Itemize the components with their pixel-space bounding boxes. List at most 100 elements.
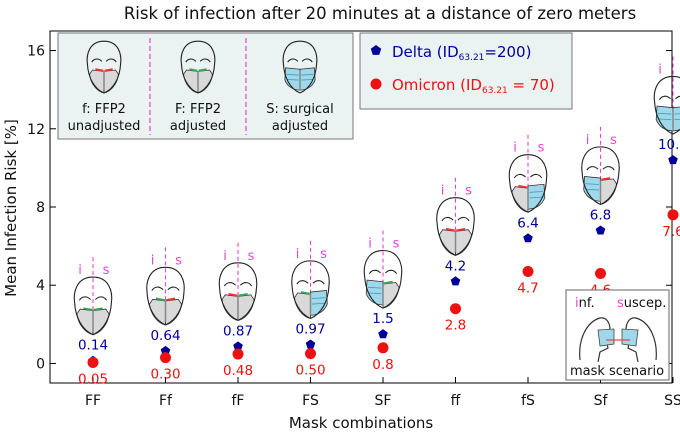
- delta-point-SS: [668, 155, 678, 165]
- face-fF-inf-letter: i: [223, 249, 227, 264]
- scenario-heads-icon: [579, 317, 657, 363]
- mask-legend-S-line1: S: surgical: [266, 102, 333, 117]
- face-fF-suscep-letter: s: [248, 249, 255, 264]
- x-tick-label-7: Sf: [594, 393, 609, 409]
- omicron-value-label-ff: 2.8: [445, 318, 466, 334]
- scenario-suscep-label: suscep.: [617, 296, 666, 311]
- y-axis: 0 4 8 12 16: [27, 44, 672, 372]
- data-marks: [87, 155, 679, 368]
- legend-omicron-label: Omicron (ID63.21 = 70): [392, 76, 555, 96]
- face-FS-inf-letter: i: [296, 247, 300, 262]
- face-fS-suscep-letter: s: [538, 141, 545, 156]
- omicron-point-SS: [667, 209, 679, 221]
- face-fS-icon: [508, 154, 548, 213]
- omicron-point-Ff: [160, 352, 171, 364]
- delta-point-fF: [233, 341, 243, 351]
- face-SS-inf-letter: i: [658, 62, 662, 77]
- delta-value-label-fS: 6.4: [517, 215, 538, 231]
- face-SS-icon: [653, 75, 680, 135]
- omicron-value-label-fS: 4.7: [517, 281, 538, 297]
- chart-title: Risk of infection after 20 minutes at a …: [124, 4, 636, 23]
- omicron-value-label-SF: 0.8: [372, 357, 393, 373]
- face-Ff-suscep-letter: s: [175, 253, 182, 268]
- delta-value-label-SS: 10.4: [658, 137, 680, 153]
- legend-omicron-marker: [370, 78, 382, 90]
- delta-value-label-ff: 4.2: [445, 258, 466, 274]
- x-tick-label-8: SS: [664, 393, 680, 409]
- legend-delta-marker: [370, 45, 382, 55]
- face-SF-suscep-letter: s: [393, 237, 400, 252]
- value-labels: 0.14 0.05 0.64 0.30 0.87 0.48 0.97 0.50 1.5 0.8 4.…: [78, 137, 680, 387]
- face-SF-inf-letter: i: [368, 237, 372, 252]
- x-tick-label-3: FS: [302, 393, 319, 409]
- omicron-point-ff: [450, 303, 461, 315]
- delta-point-FS: [305, 339, 316, 349]
- face-illustrations: isisisisisisisisis: [73, 56, 680, 336]
- face-Sf-inf-letter: i: [586, 133, 590, 148]
- mask-legend-f-head-icon: [86, 40, 122, 94]
- delta-value-label-fF: 0.87: [223, 323, 253, 339]
- delta-point-SF: [378, 329, 388, 339]
- y-tick-label-0: 0: [36, 356, 45, 372]
- delta-point-fS: [523, 233, 533, 243]
- mask-legend-f-line2: unadjusted: [68, 119, 141, 134]
- x-tick-label-4: SF: [375, 393, 392, 409]
- face-Sf-icon: [581, 146, 620, 205]
- delta-value-label-FF: 0.14: [78, 338, 108, 354]
- y-tick-label-3: 12: [27, 122, 45, 138]
- mask-legend-S-head-icon: [282, 40, 318, 94]
- omicron-value-label-SS: 7.6: [662, 224, 680, 240]
- omicron-value-label-fF: 0.48: [223, 363, 253, 379]
- mask-legend-F-head-icon: [180, 40, 216, 94]
- delta-point-Sf: [595, 225, 606, 235]
- x-tick-label-6: fS: [521, 393, 535, 409]
- mask-legend-f-line1: f: FFP2: [82, 102, 126, 117]
- y-tick-label-4: 16: [27, 44, 45, 60]
- face-ff-inf-letter: i: [441, 184, 445, 199]
- x-tick-label-1: Ff: [159, 393, 173, 409]
- face-FS-icon: [291, 260, 330, 319]
- scenario-inf-label: inf.: [575, 296, 595, 311]
- x-tick-label-2: fF: [232, 393, 245, 409]
- delta-value-label-Sf: 6.8: [590, 207, 611, 223]
- face-ff-suscep-letter: s: [465, 184, 472, 199]
- omicron-value-label-FS: 0.50: [295, 363, 325, 379]
- face-FF-icon: [73, 276, 113, 336]
- delta-point-ff: [450, 276, 461, 286]
- face-fF-icon: [218, 262, 258, 321]
- x-tick-label-5: ff: [451, 393, 461, 409]
- delta-value-label-Ff: 0.64: [150, 328, 180, 344]
- face-FF-inf-letter: i: [78, 263, 82, 278]
- x-axis: FF Ff fF FS SF ff fS Sf SS: [85, 377, 680, 409]
- face-FF-suscep-letter: s: [103, 263, 110, 278]
- mask-scenario-inset: inf. suscep. mask scenario: [565, 289, 670, 381]
- face-fS-inf-letter: i: [513, 141, 517, 156]
- x-axis-label: Mask combinations: [289, 414, 434, 432]
- omicron-point-Sf: [595, 267, 606, 279]
- face-Sf-suscep-letter: s: [610, 133, 617, 148]
- mask-legend-S-line2: adjusted: [272, 119, 328, 134]
- face-Ff-inf-letter: i: [151, 253, 155, 268]
- omicron-point-FS: [305, 348, 316, 360]
- y-axis-label: Mean Infection Risk [%]: [2, 119, 20, 297]
- x-tick-label-0: FF: [85, 393, 101, 409]
- omicron-point-SF: [377, 342, 389, 354]
- face-Ff-icon: [146, 266, 185, 326]
- face-FS-suscep-letter: s: [320, 247, 327, 262]
- omicron-point-fS: [522, 266, 534, 278]
- omicron-value-label-Ff: 0.30: [150, 367, 180, 383]
- mask-legend-F-line1: F: FFP2: [175, 102, 221, 117]
- mask-legend-F-line2: adjusted: [170, 119, 226, 134]
- face-ff-icon: [436, 197, 475, 256]
- y-tick-label-2: 8: [36, 200, 45, 216]
- delta-value-label-FS: 0.97: [295, 321, 325, 337]
- omicron-point-fF: [232, 348, 244, 360]
- face-SF-icon: [363, 249, 403, 309]
- delta-value-label-SF: 1.5: [372, 311, 393, 327]
- series-legend: Delta (ID63.21=200) Omicron (ID63.21 = 7…: [359, 32, 573, 110]
- scenario-caption: mask scenario: [570, 364, 664, 379]
- legend-delta-label: Delta (ID63.21=200): [392, 43, 531, 63]
- omicron-point-FF: [87, 356, 99, 368]
- mask-type-legend: f: FFP2 unadjusted F: FFP2 adjusted S: s…: [57, 32, 354, 140]
